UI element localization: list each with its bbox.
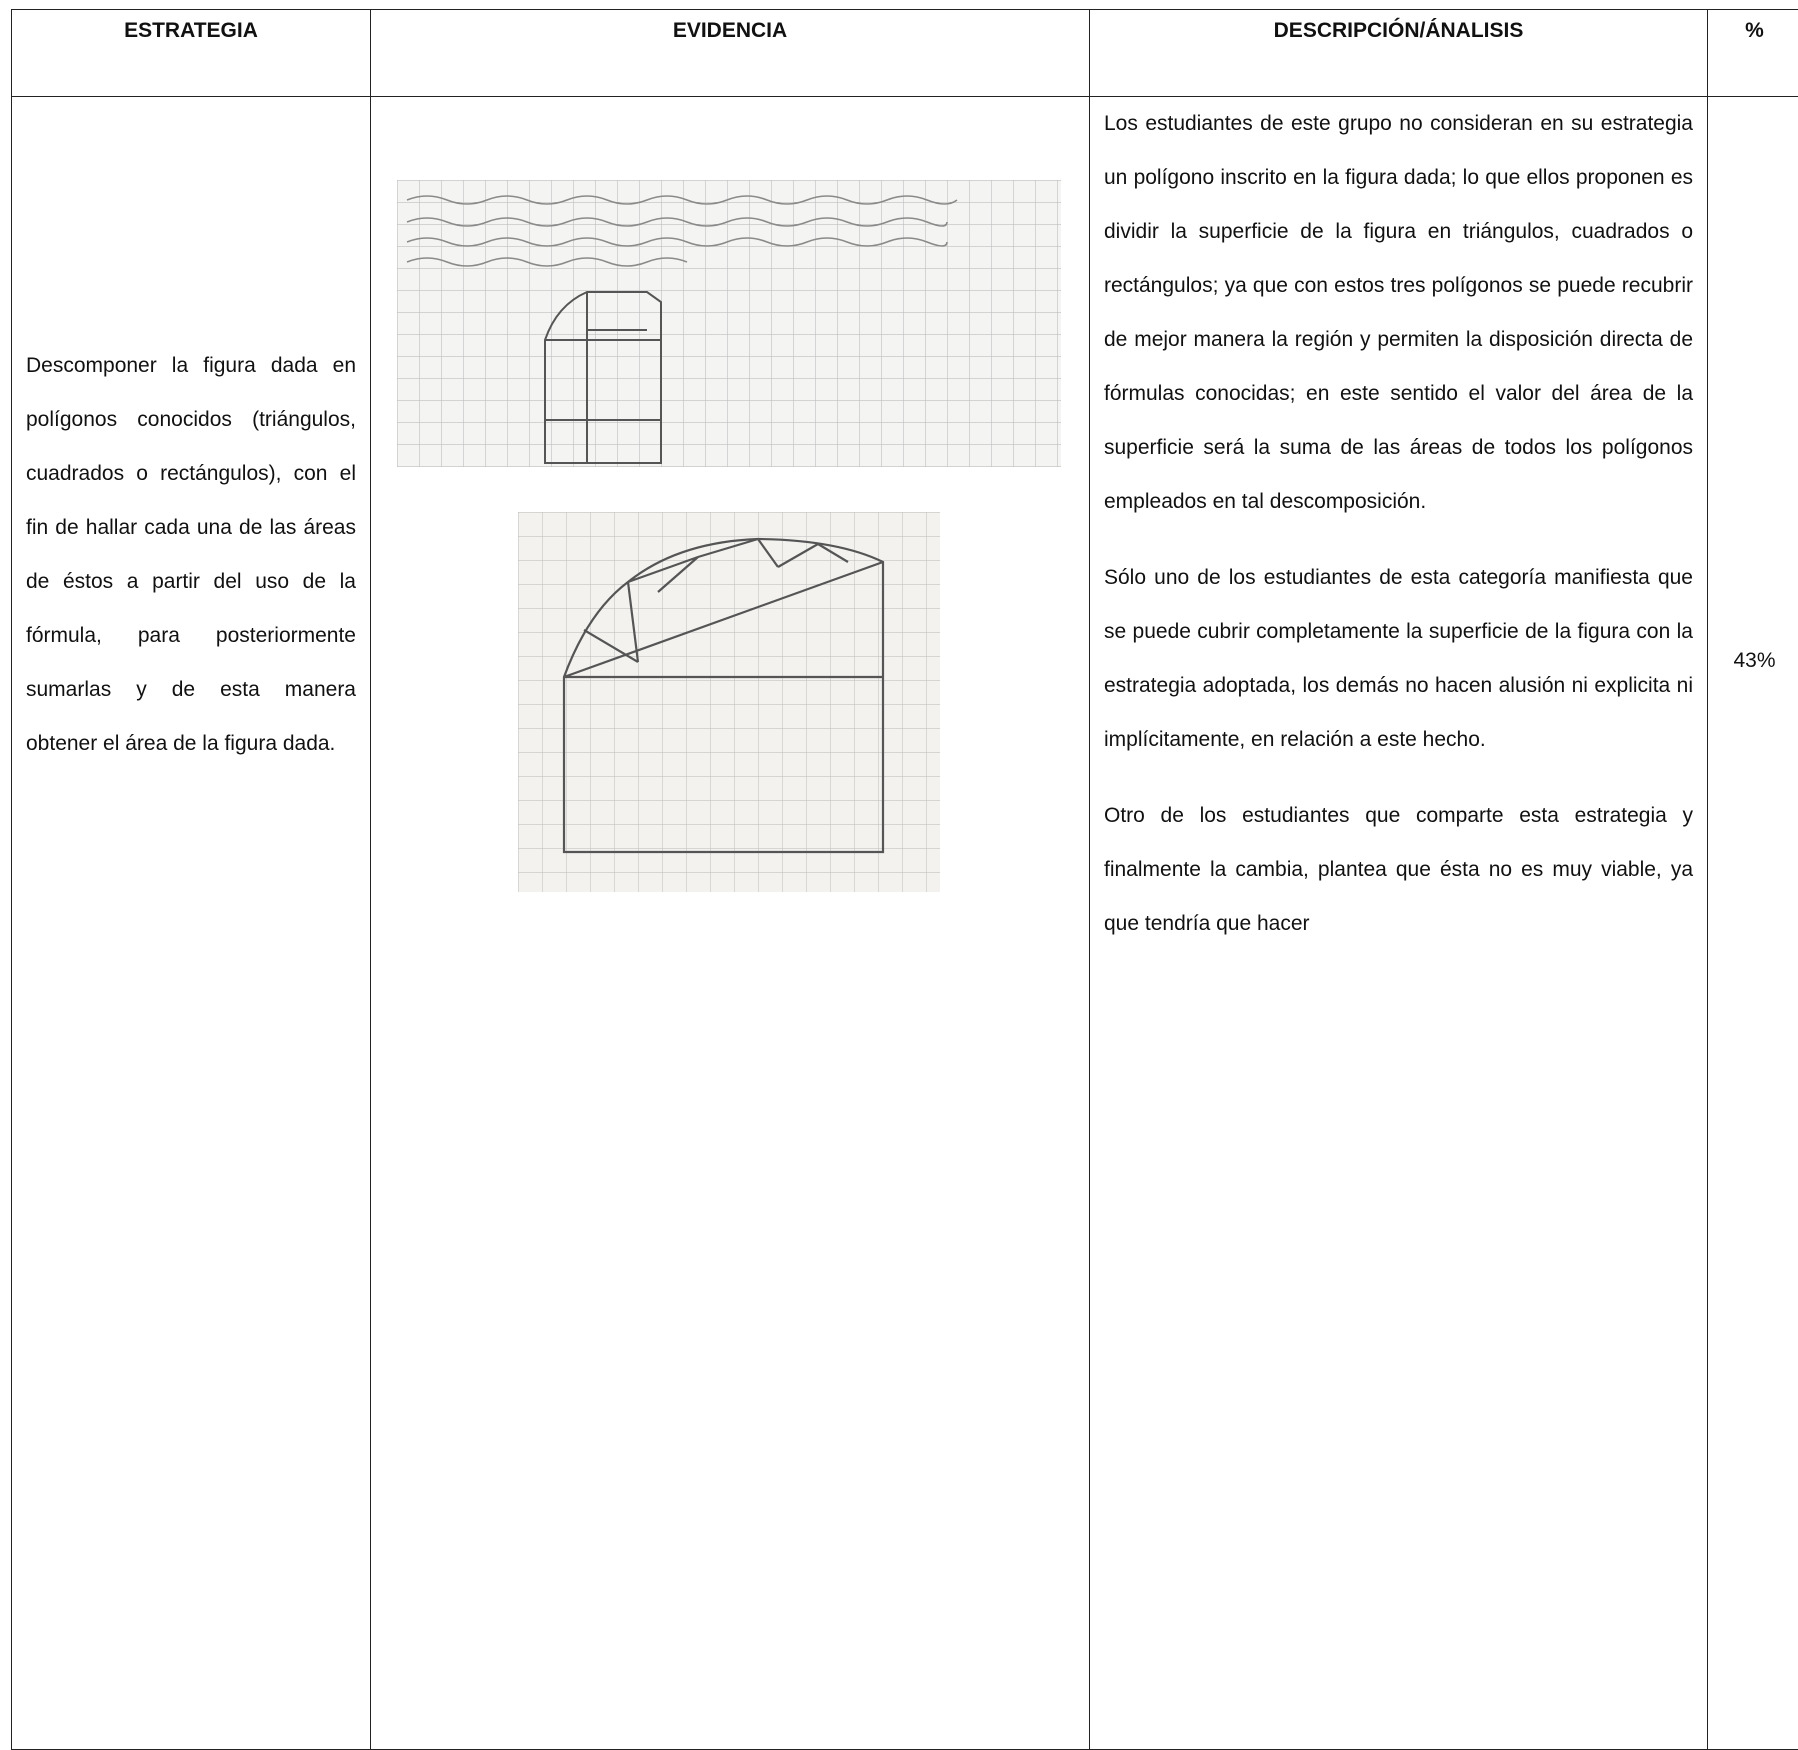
strategy-table: ESTRATEGIA EVIDENCIA DESCRIPCIÓN/ÁNALISI…	[11, 9, 1798, 1750]
evidence-image	[397, 180, 1061, 467]
header-cell: %	[1708, 10, 1798, 97]
header-cell: EVIDENCIA	[371, 10, 1090, 97]
percent-cell: 43%	[1708, 97, 1798, 1750]
header-cell: DESCRIPCIÓN/ÁNALISIS	[1090, 10, 1708, 97]
evidence-cell	[371, 97, 1090, 1750]
description-paragraph: Otro de los estudiantes que comparte est…	[1104, 789, 1693, 951]
header-cell: ESTRATEGIA	[12, 10, 371, 97]
page: ESTRATEGIA EVIDENCIA DESCRIPCIÓN/ÁNALISI…	[0, 0, 1798, 1110]
description-cell: Los estudiantes de este grupo no conside…	[1090, 97, 1708, 1750]
header-row: ESTRATEGIA EVIDENCIA DESCRIPCIÓN/ÁNALISI…	[12, 10, 1798, 97]
description-paragraph: Los estudiantes de este grupo no conside…	[1104, 97, 1693, 529]
description-paragraph: Sólo uno de los estudiantes de esta cate…	[1104, 551, 1693, 767]
body-row: Descomponer la figura dada en polígonos …	[12, 97, 1798, 1750]
strategy-cell: Descomponer la figura dada en polígonos …	[12, 97, 371, 1750]
evidence-image	[518, 512, 940, 892]
